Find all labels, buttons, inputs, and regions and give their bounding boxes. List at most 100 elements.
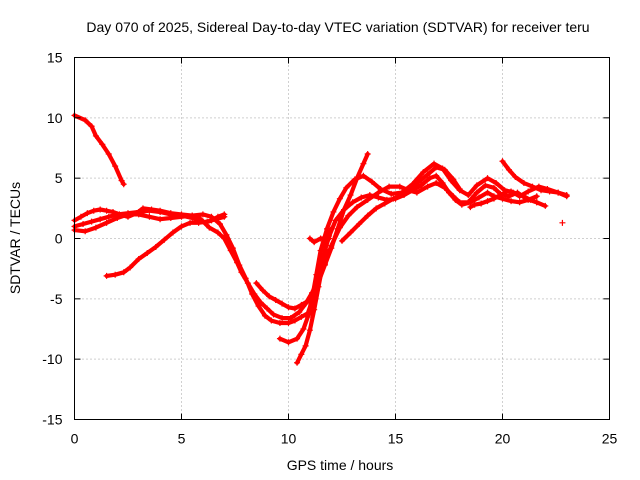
data-point bbox=[439, 179, 446, 186]
data-point bbox=[431, 160, 438, 167]
data-point bbox=[285, 339, 292, 346]
data-point bbox=[563, 193, 570, 200]
data-point bbox=[88, 123, 95, 130]
data-point bbox=[520, 179, 527, 186]
data-point bbox=[330, 208, 337, 215]
data-point bbox=[242, 275, 249, 282]
series-s1 bbox=[71, 112, 127, 188]
data-point bbox=[255, 303, 262, 310]
data-point bbox=[135, 256, 142, 263]
data-point bbox=[345, 212, 352, 219]
data-point bbox=[478, 200, 485, 207]
data-point bbox=[120, 181, 127, 188]
data-point bbox=[217, 221, 224, 228]
data-point bbox=[336, 195, 343, 202]
data-point bbox=[92, 132, 99, 139]
data-point bbox=[306, 327, 313, 334]
data-point bbox=[364, 196, 371, 203]
data-point bbox=[276, 335, 283, 342]
data-point bbox=[420, 169, 427, 176]
data-point bbox=[508, 198, 515, 205]
data-point bbox=[433, 164, 440, 171]
data-point bbox=[261, 312, 268, 319]
data-point bbox=[161, 236, 168, 243]
data-point bbox=[103, 207, 110, 214]
data-point bbox=[99, 141, 106, 148]
x-tick-label: 10 bbox=[281, 431, 297, 447]
x-tick-label: 5 bbox=[178, 431, 186, 447]
data-point bbox=[120, 269, 127, 276]
data-point bbox=[467, 204, 474, 211]
data-point bbox=[212, 216, 219, 223]
data-point bbox=[272, 297, 279, 304]
data-point bbox=[82, 228, 89, 235]
data-point bbox=[319, 262, 326, 269]
data-point bbox=[351, 176, 358, 183]
data-point bbox=[144, 249, 151, 256]
y-tick-label: 0 bbox=[55, 231, 63, 247]
y-tick-label: -10 bbox=[42, 351, 62, 367]
data-point bbox=[291, 317, 298, 324]
data-point bbox=[373, 205, 380, 212]
data-point bbox=[413, 189, 420, 196]
series-s9 bbox=[294, 247, 331, 366]
data-point bbox=[204, 218, 211, 225]
data-point bbox=[326, 235, 333, 242]
data-point bbox=[88, 218, 95, 225]
data-point bbox=[285, 304, 292, 311]
data-point bbox=[538, 187, 545, 194]
data-point bbox=[375, 194, 382, 201]
data-point bbox=[493, 179, 500, 186]
data-point bbox=[475, 194, 482, 201]
data-point bbox=[499, 158, 506, 165]
data-point bbox=[317, 235, 324, 242]
data-point bbox=[377, 186, 384, 193]
data-point bbox=[118, 177, 125, 184]
data-point bbox=[169, 229, 176, 236]
data-point bbox=[268, 317, 275, 324]
data-point bbox=[347, 229, 354, 236]
data-point bbox=[266, 293, 273, 300]
data-point bbox=[353, 204, 360, 211]
data-point bbox=[157, 208, 164, 215]
data-point bbox=[343, 184, 350, 191]
data-point bbox=[505, 166, 512, 173]
data-point bbox=[360, 160, 367, 167]
data-point bbox=[315, 283, 322, 290]
data-point bbox=[112, 271, 119, 278]
data-point bbox=[360, 172, 367, 179]
data-point bbox=[294, 359, 301, 366]
series-s10 bbox=[339, 164, 463, 244]
data-point bbox=[206, 224, 213, 231]
data-point bbox=[433, 179, 440, 186]
series-s12 bbox=[306, 235, 333, 246]
data-point bbox=[514, 190, 521, 197]
data-point bbox=[559, 219, 566, 226]
data-point bbox=[105, 151, 112, 158]
data-point bbox=[298, 301, 305, 308]
data-point bbox=[306, 235, 313, 242]
data-point bbox=[390, 195, 397, 202]
data-point bbox=[456, 186, 463, 193]
data-point bbox=[471, 201, 478, 208]
data-point bbox=[77, 213, 84, 220]
data-point bbox=[465, 192, 472, 199]
data-point bbox=[508, 188, 515, 195]
data-point bbox=[358, 194, 365, 201]
data-point bbox=[146, 213, 153, 220]
y-tick-label: 15 bbox=[47, 50, 63, 66]
data-point bbox=[187, 219, 194, 226]
data-point bbox=[441, 166, 448, 173]
data-point bbox=[450, 176, 457, 183]
data-point bbox=[527, 196, 534, 203]
data-point bbox=[105, 213, 112, 220]
y-axis-label: SDTVAR / TECUs bbox=[7, 182, 23, 294]
data-point bbox=[407, 186, 414, 193]
data-point bbox=[555, 189, 562, 196]
data-point bbox=[195, 219, 202, 226]
data-point bbox=[92, 224, 99, 231]
data-point bbox=[505, 193, 512, 200]
x-axis-label: GPS time / hours bbox=[287, 457, 394, 473]
data-point bbox=[499, 195, 506, 202]
